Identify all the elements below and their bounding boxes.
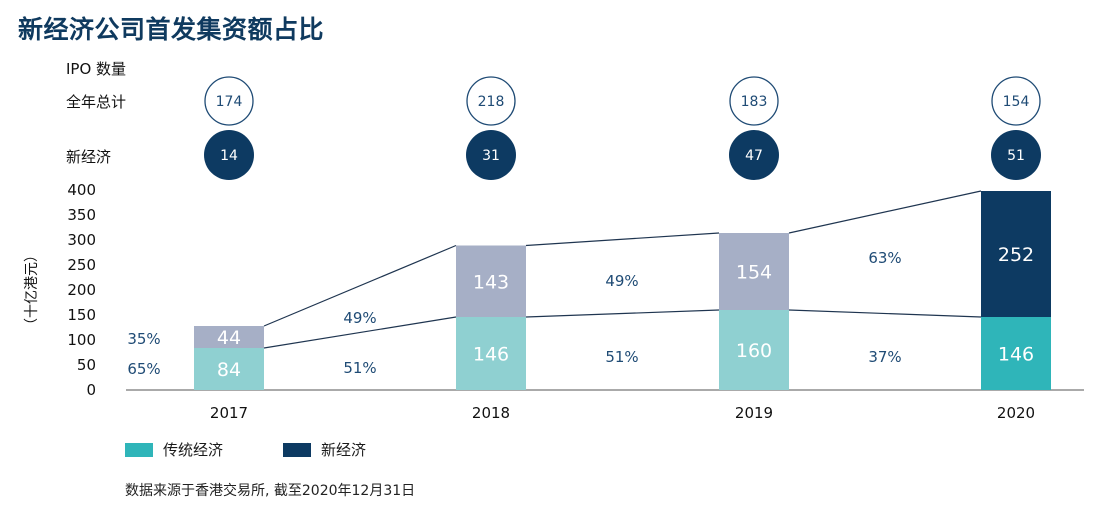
x-tick-label: 2020 bbox=[997, 404, 1035, 422]
y-tick-label: 150 bbox=[67, 306, 96, 324]
data-label-new-economy: 154 bbox=[736, 262, 772, 284]
data-label-traditional: 146 bbox=[473, 344, 509, 366]
data-label-traditional: 146 bbox=[998, 344, 1034, 366]
ipo-total-circle bbox=[204, 76, 254, 126]
y-tick-label: 50 bbox=[77, 356, 96, 374]
total-row-label: 全年总计 bbox=[66, 93, 127, 111]
connector-line-top bbox=[788, 190, 982, 234]
ipo-new-economy-value: 47 bbox=[745, 148, 763, 164]
percent-new-economy: 49% bbox=[343, 309, 376, 327]
bar-traditional-2018 bbox=[456, 317, 526, 390]
percent-traditional: 51% bbox=[343, 359, 376, 377]
ipo-new-economy-circle bbox=[466, 130, 516, 180]
y-axis-label: （十亿港元） bbox=[24, 248, 40, 332]
y-tick-label: 350 bbox=[67, 206, 96, 224]
ipo-total-circle bbox=[991, 76, 1041, 126]
connector-line-mid bbox=[525, 309, 720, 318]
bar-new-economy-2019 bbox=[719, 233, 789, 310]
ipo-new-economy-circle bbox=[729, 130, 779, 180]
bar-new-economy-2018 bbox=[456, 245, 526, 317]
chart-title: 新经济公司首发集资额占比 bbox=[18, 15, 325, 44]
ipo-total-value: 183 bbox=[741, 94, 768, 110]
new-economy-row-label: 新经济 bbox=[66, 148, 112, 166]
x-tick-label: 2019 bbox=[735, 404, 773, 422]
percent-traditional: 65% bbox=[127, 360, 160, 378]
bar-new-economy-2020 bbox=[981, 191, 1051, 317]
connector-line-mid bbox=[788, 309, 982, 318]
ipo-new-economy-value: 14 bbox=[220, 148, 238, 164]
percent-new-economy: 49% bbox=[605, 272, 638, 290]
ipo-new-economy-circle bbox=[204, 130, 254, 180]
legend-label-traditional: 传统经济 bbox=[163, 441, 224, 459]
bar-traditional-2019 bbox=[719, 310, 789, 390]
y-tick-label: 0 bbox=[86, 381, 96, 399]
y-tick-label: 250 bbox=[67, 256, 96, 274]
y-tick-label: 200 bbox=[67, 281, 96, 299]
y-tick-label: 100 bbox=[67, 331, 96, 349]
legend-swatch-new-economy bbox=[283, 442, 311, 457]
ipo-total-circle bbox=[466, 76, 516, 126]
ipo-total-value: 154 bbox=[1003, 94, 1030, 110]
bar-traditional-2020 bbox=[981, 317, 1051, 390]
legend-traditional: 传统经济 bbox=[125, 439, 223, 460]
bar-new-economy-2017 bbox=[194, 326, 264, 348]
data-label-new-economy: 252 bbox=[998, 244, 1034, 266]
percent-new-economy: 35% bbox=[127, 330, 160, 348]
legend-label-new-economy: 新经济 bbox=[321, 441, 367, 459]
connector-line-mid bbox=[263, 316, 457, 349]
ipo-new-economy-value: 31 bbox=[482, 148, 500, 164]
percent-traditional: 37% bbox=[868, 348, 901, 366]
connector-line-top bbox=[263, 244, 457, 327]
percent-new-economy: 63% bbox=[868, 249, 901, 267]
legend-new-economy: 新经济 bbox=[283, 439, 366, 460]
ipo-total-value: 174 bbox=[216, 94, 243, 110]
data-label-traditional: 84 bbox=[217, 359, 241, 381]
ipo-new-economy-circle bbox=[991, 130, 1041, 180]
bar-traditional-2017 bbox=[194, 348, 264, 390]
legend-swatch-traditional bbox=[125, 442, 153, 457]
data-label-new-economy: 143 bbox=[473, 271, 509, 293]
ipo-total-value: 218 bbox=[478, 94, 505, 110]
y-tick-label: 400 bbox=[67, 181, 96, 199]
x-tick-label: 2017 bbox=[210, 404, 248, 422]
ipo-total-circle bbox=[729, 76, 779, 126]
ipo-new-economy-value: 51 bbox=[1007, 148, 1025, 164]
ipo-count-header: IPO 数量 bbox=[66, 60, 127, 78]
y-tick-label: 300 bbox=[67, 231, 96, 249]
source-note: 数据来源于香港交易所, 截至2020年12月31日 bbox=[125, 483, 416, 499]
data-label-new-economy: 44 bbox=[217, 327, 241, 349]
percent-traditional: 51% bbox=[605, 348, 638, 366]
x-tick-label: 2018 bbox=[472, 404, 510, 422]
connector-line-top bbox=[525, 232, 720, 247]
data-label-traditional: 160 bbox=[736, 340, 772, 362]
